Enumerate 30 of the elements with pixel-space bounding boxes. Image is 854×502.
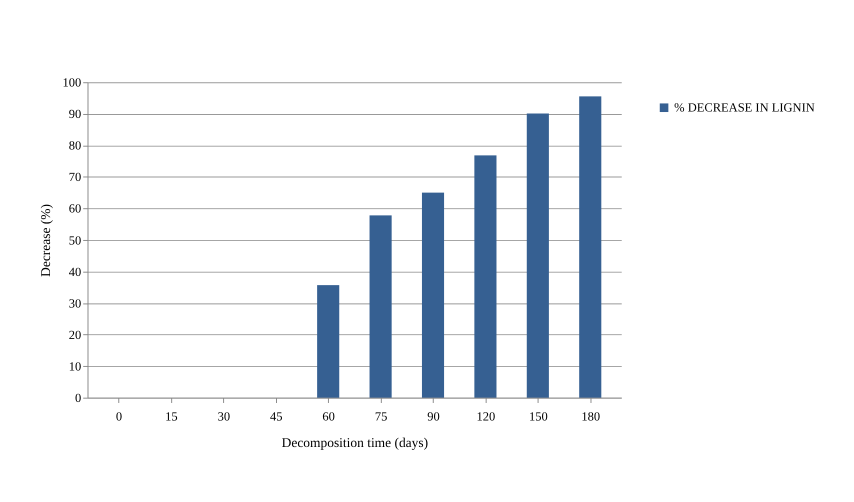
y-tick-label: 0 bbox=[75, 391, 82, 406]
x-tick-label: 180 bbox=[581, 409, 600, 424]
x-tick-label: 90 bbox=[427, 409, 440, 424]
bar bbox=[474, 155, 496, 398]
y-tick-label: 80 bbox=[68, 138, 82, 153]
y-axis-title: Decrease (%) bbox=[38, 204, 54, 277]
x-tick-label: 150 bbox=[528, 409, 548, 424]
y-tick-label: 10 bbox=[68, 359, 82, 374]
x-tick-label: 15 bbox=[165, 409, 178, 424]
y-tick-label: 20 bbox=[68, 328, 82, 342]
x-tick-label: 75 bbox=[374, 409, 388, 424]
y-tick-label: 100 bbox=[62, 76, 82, 90]
x-axis-title: Decomposition time (days) bbox=[282, 435, 428, 450]
y-tick-label: 70 bbox=[68, 170, 82, 184]
y-tick-label: 30 bbox=[68, 296, 82, 310]
y-tick-label: 90 bbox=[68, 107, 82, 122]
bar bbox=[422, 192, 444, 398]
y-tick-label: 60 bbox=[68, 202, 82, 216]
bar bbox=[370, 215, 392, 398]
bar bbox=[526, 113, 549, 398]
y-tick-label: 50 bbox=[68, 233, 82, 248]
bar bbox=[317, 285, 340, 398]
x-tick-label: 60 bbox=[322, 409, 335, 424]
x-tick-label: 120 bbox=[476, 409, 496, 424]
y-tick-label: 40 bbox=[68, 264, 82, 279]
legend-label: % DECREASE IN LIGNIN bbox=[674, 100, 815, 115]
x-tick-label: 0 bbox=[116, 409, 122, 424]
bar bbox=[579, 96, 602, 398]
x-tick-label: 30 bbox=[218, 409, 230, 424]
x-tick-label: 45 bbox=[270, 409, 282, 424]
